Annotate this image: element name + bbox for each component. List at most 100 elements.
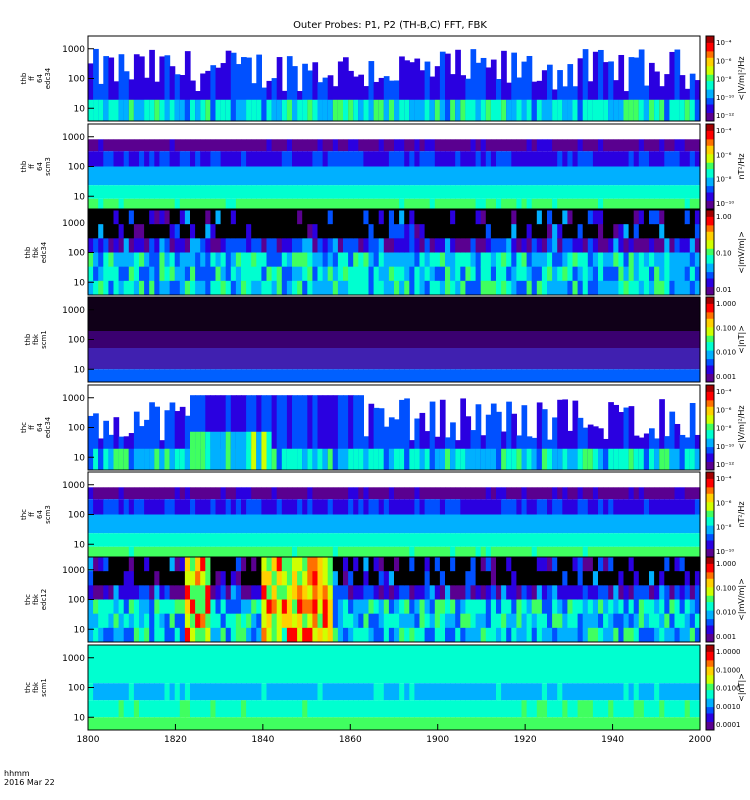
spectrogram-cell <box>174 74 181 121</box>
spectrogram-cell <box>603 266 609 282</box>
spectrogram-cell <box>343 533 349 547</box>
spectrogram-cell <box>256 700 262 718</box>
spectrogram-cell <box>541 514 548 534</box>
spectrogram-cell <box>577 627 584 643</box>
spectrogram-cell <box>649 717 655 730</box>
spectrogram-cell <box>694 348 701 370</box>
spectrogram-cell <box>378 348 385 370</box>
spectrogram-cell <box>271 331 278 348</box>
spectrogram-cell <box>526 683 533 701</box>
spectrogram-cell <box>169 472 176 488</box>
spectrogram-cell <box>302 571 308 586</box>
spectrogram-cell <box>123 683 130 701</box>
spectrogram-cell <box>235 369 242 382</box>
spectrogram-cell <box>149 266 155 282</box>
spectrogram-cell <box>638 514 645 534</box>
spectrogram-cell <box>164 410 171 470</box>
spectrogram-cell <box>572 266 579 282</box>
spectrogram-cell <box>694 185 701 199</box>
spectrogram-cell <box>582 585 589 600</box>
spectrogram-cell <box>490 533 497 547</box>
spectrogram-cell <box>271 166 278 186</box>
spectrogram-cell <box>547 599 553 615</box>
spectrogram-cell <box>210 198 217 209</box>
spectrogram-cell <box>261 331 268 348</box>
spectrogram-cell <box>327 238 334 253</box>
spectrogram-cell <box>205 533 211 547</box>
spectrogram-cell <box>521 224 528 239</box>
y-label-line: 64 <box>36 162 44 171</box>
colorbar-segment <box>706 239 714 243</box>
spectrogram-cell <box>409 369 415 382</box>
spectrogram-cell <box>88 124 94 140</box>
spectrogram-cell <box>460 297 466 331</box>
spectrogram-cell <box>343 448 349 470</box>
spectrogram-cell <box>506 717 512 730</box>
spectrogram-cell <box>368 210 375 225</box>
spectrogram-cell <box>368 533 375 547</box>
spectrogram-cell <box>572 400 579 470</box>
spectrogram-cell <box>317 395 324 470</box>
spectrogram-cell <box>353 331 359 348</box>
spectrogram-cell <box>322 571 329 586</box>
spectrogram-cell <box>592 571 599 586</box>
spectrogram-cell <box>261 252 268 268</box>
spectrogram-cell <box>276 210 283 225</box>
spectrogram-cell <box>659 399 665 470</box>
spectrogram-cell <box>169 99 176 121</box>
spectrogram-cell <box>276 557 283 572</box>
spectrogram-cell <box>429 499 436 515</box>
spectrogram-cell <box>603 252 609 268</box>
spectrogram-cell <box>261 599 268 615</box>
spectrogram-cell <box>88 297 94 331</box>
colorbar-label: nT²/Hz <box>737 501 746 527</box>
spectrogram-cell <box>689 499 696 515</box>
spectrogram-cell <box>358 557 364 572</box>
spectrogram-cell <box>679 487 686 500</box>
spectrogram-cell <box>684 369 691 382</box>
spectrogram-cell <box>501 280 507 296</box>
colorbar-segment <box>706 160 714 163</box>
spectrogram-cell <box>108 280 115 296</box>
colorbar-tick-label: 10⁻⁶ <box>716 57 732 65</box>
spectrogram-cell <box>516 331 523 348</box>
spectrogram-cell <box>128 487 135 500</box>
spectrogram-cell <box>567 224 574 239</box>
spectrogram-cell <box>363 683 370 701</box>
spectrogram-cell <box>526 533 533 547</box>
spectrogram-cell <box>388 166 395 186</box>
spectrogram-cell <box>557 166 563 186</box>
spectrogram-cell <box>383 487 390 500</box>
spectrogram-cell <box>327 546 334 557</box>
colorbar-tick-label: 0.100 <box>716 324 736 332</box>
spectrogram-cell <box>149 297 155 331</box>
spectrogram-cell <box>368 683 375 701</box>
spectrogram-cell <box>383 448 390 470</box>
spectrogram-cell <box>337 224 344 239</box>
spectrogram-cell <box>460 398 466 470</box>
colorbar-segment <box>706 544 714 547</box>
spectrogram-cell <box>592 700 599 718</box>
spectrogram-cell <box>184 514 191 534</box>
spectrogram-cell <box>659 717 665 730</box>
spectrogram-cell <box>541 252 548 268</box>
spectrogram-cell <box>113 369 120 382</box>
spectrogram-cell <box>297 331 303 348</box>
spectrogram-cell <box>368 571 375 586</box>
spectrogram-cell <box>297 585 303 600</box>
spectrogram-cell <box>128 472 135 488</box>
spectrogram-cell <box>337 185 344 199</box>
spectrogram-cell <box>485 472 492 488</box>
spectrogram-cell <box>353 557 359 572</box>
spectrogram-cell <box>455 627 461 643</box>
spectrogram-cell <box>246 431 252 470</box>
spectrogram-cell <box>164 124 171 140</box>
spectrogram-cell <box>643 571 650 586</box>
spectrogram-cell <box>552 717 558 730</box>
spectrogram-cell <box>215 487 222 500</box>
spectrogram-cell <box>485 297 492 331</box>
spectrogram-cell <box>679 683 686 701</box>
colorbar-segment <box>706 218 714 222</box>
colorbar-tick-label: 0.1000 <box>716 666 741 674</box>
spectrogram-cell <box>587 599 594 615</box>
